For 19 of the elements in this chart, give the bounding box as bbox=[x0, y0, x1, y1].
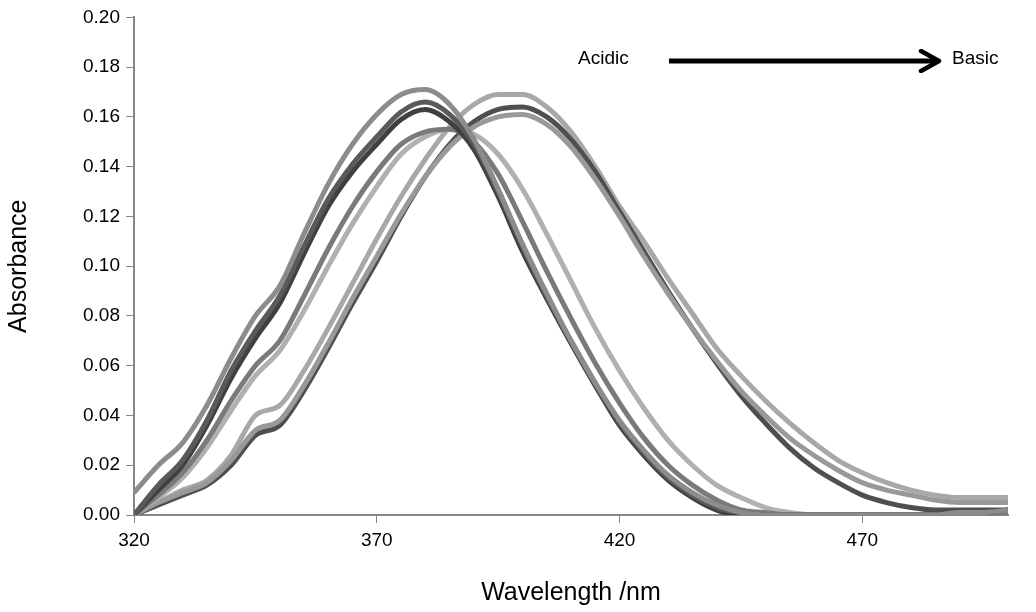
y-tick-label: 0.12 bbox=[83, 204, 120, 226]
y-tick-label: 0.20 bbox=[83, 5, 120, 27]
y-tick-label: 0.06 bbox=[83, 353, 120, 375]
x-axis-title: Wavelength /nm bbox=[481, 576, 661, 605]
annotation: Basic bbox=[952, 47, 999, 69]
y-tick-label: 0.18 bbox=[83, 55, 120, 77]
y-tick-label: 0.04 bbox=[83, 403, 121, 425]
x-tick-label: 320 bbox=[118, 528, 150, 550]
x-tick-label: 370 bbox=[360, 528, 393, 550]
y-tick-label: 0.08 bbox=[83, 304, 120, 326]
y-tick-label: 0.10 bbox=[83, 254, 120, 276]
y-axis-title: Absorbance bbox=[2, 199, 31, 333]
y-tick-label: 0.02 bbox=[83, 453, 120, 475]
annotation: Acidic bbox=[578, 47, 629, 69]
y-tick-label: 0.14 bbox=[83, 154, 121, 176]
y-tick-label: 0.16 bbox=[83, 105, 120, 127]
x-tick-label: 420 bbox=[603, 528, 636, 550]
x-tick-label: 470 bbox=[846, 528, 879, 550]
y-tick-label: 0.00 bbox=[83, 503, 120, 525]
